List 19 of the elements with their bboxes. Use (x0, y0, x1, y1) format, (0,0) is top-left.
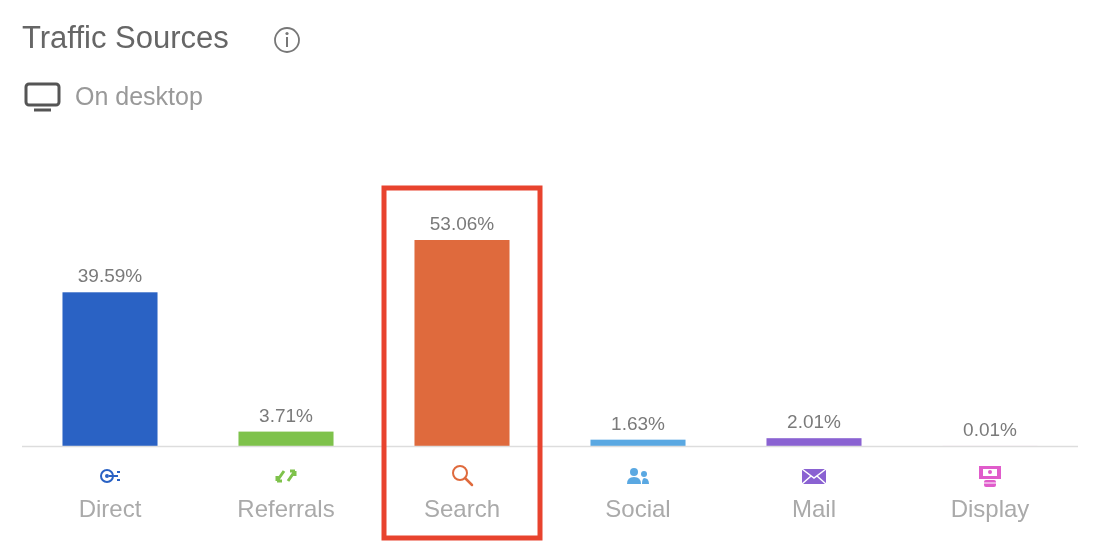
x-tick-label: Search (423, 495, 501, 522)
x-tick-label: Direct (78, 495, 142, 522)
x-tick-label: Mail (791, 495, 837, 522)
x-tick-label: Referrals (237, 495, 335, 522)
data-label: 3.71% (259, 404, 314, 426)
chart-title: Traffic Sources (22, 20, 229, 55)
bar (62, 292, 158, 446)
data-label: 39.59% (77, 265, 143, 287)
bar (766, 438, 862, 446)
data-label: 53.06% (429, 213, 495, 234)
bar (238, 431, 334, 446)
data-label: 1.63% (611, 412, 666, 434)
x-tick-label: Display (950, 495, 1030, 522)
x-tick-label: Social (605, 495, 671, 522)
bar (590, 439, 686, 446)
bar (414, 240, 510, 446)
data-label: 2.01% (787, 411, 842, 433)
data-label: 0.01% (963, 418, 1018, 440)
chart-subtitle: On desktop (75, 82, 203, 110)
